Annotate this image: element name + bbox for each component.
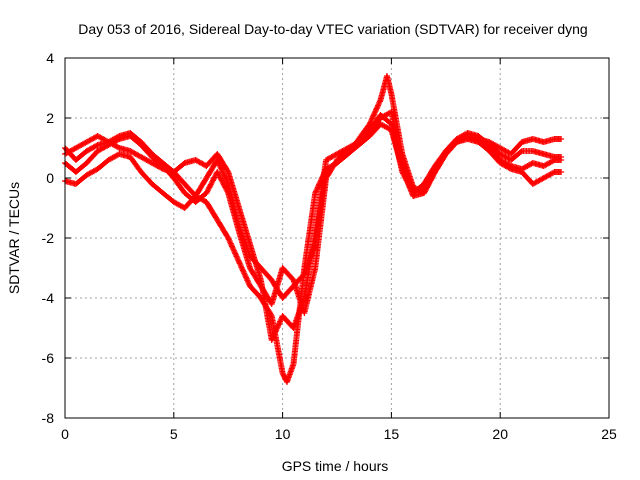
- y-tick-label: 2: [46, 110, 54, 126]
- y-tick-label: 0: [46, 170, 54, 186]
- series-markers: [62, 112, 565, 343]
- axis-ticks: 0 5 10 15 20 25 -8 -6 -4 -2 0 2 4: [42, 50, 617, 442]
- y-tick-label: -6: [42, 350, 55, 366]
- y-axis-label: SDTVAR / TECUs: [6, 182, 22, 294]
- series-track-4: [62, 112, 565, 343]
- x-axis-label: GPS time / hours: [282, 458, 389, 474]
- y-tick-label: -4: [42, 290, 55, 306]
- x-tick-label: 5: [170, 426, 178, 442]
- grid: [65, 58, 609, 418]
- x-tick-label: 0: [61, 426, 69, 442]
- data-marks: [62, 73, 565, 385]
- y-tick-label: -2: [42, 230, 55, 246]
- x-tick-label: 25: [601, 426, 617, 442]
- chart-title: Day 053 of 2016, Sidereal Day-to-day VTE…: [78, 21, 587, 37]
- x-tick-label: 15: [384, 426, 400, 442]
- y-tick-label: 4: [46, 50, 54, 66]
- y-tick-label: -8: [42, 410, 55, 426]
- x-tick-label: 20: [492, 426, 508, 442]
- x-tick-label: 10: [275, 426, 291, 442]
